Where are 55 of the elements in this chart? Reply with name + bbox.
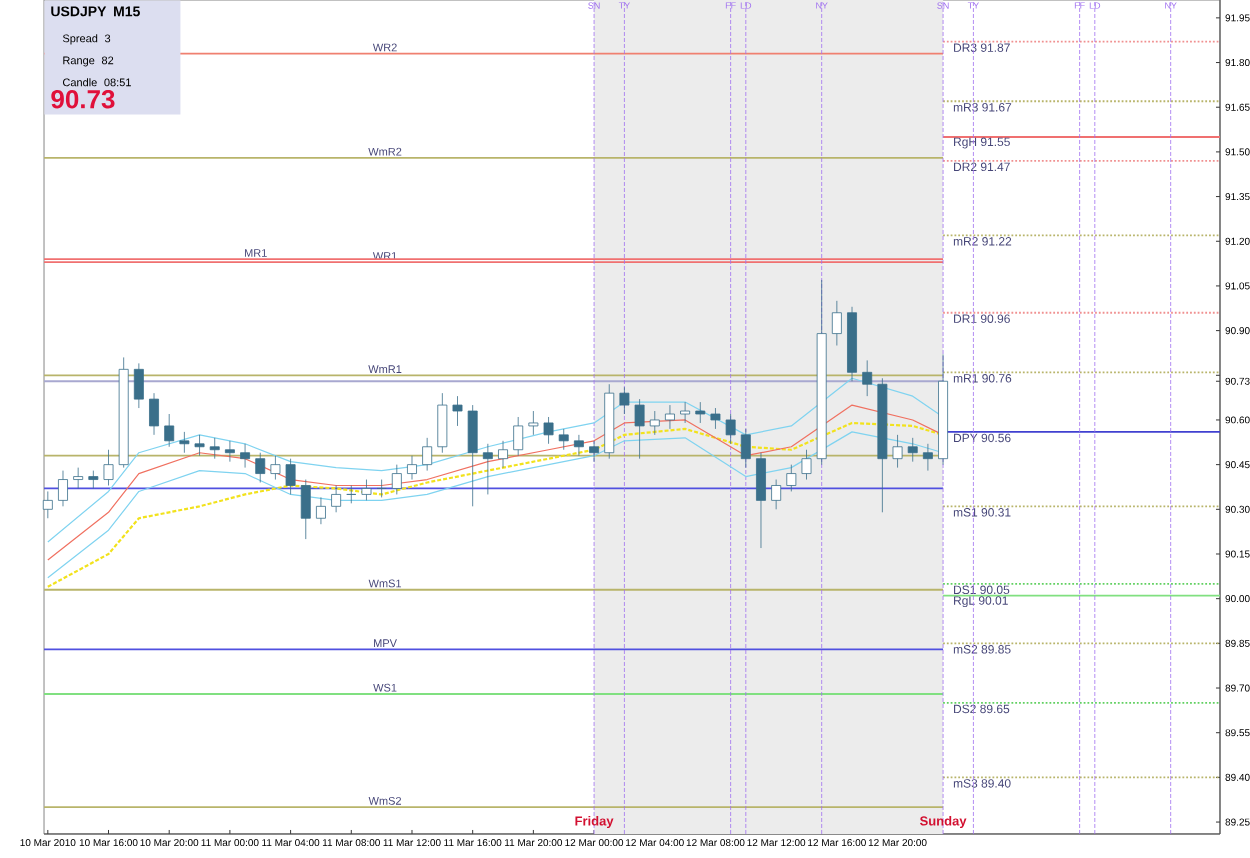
candlestick xyxy=(194,434,205,457)
candlestick xyxy=(209,437,220,460)
candlestick xyxy=(407,455,417,480)
candlestick xyxy=(513,416,524,457)
candlestick xyxy=(634,398,645,460)
candlestick xyxy=(73,467,84,489)
candlestick xyxy=(710,407,721,430)
candlestick xyxy=(695,401,706,424)
candlestick xyxy=(619,386,630,415)
candlestick xyxy=(240,443,251,469)
candlestick xyxy=(42,491,53,519)
candlestick xyxy=(467,404,478,507)
candlestick xyxy=(179,431,190,454)
candlestick xyxy=(892,434,903,469)
candlestick xyxy=(164,413,175,448)
annotation: 90.73 xyxy=(51,90,115,109)
candlestick xyxy=(922,443,933,471)
candlestick xyxy=(452,395,463,427)
candlestick xyxy=(285,458,296,495)
candlestick xyxy=(528,410,539,436)
candlestick xyxy=(376,479,387,498)
candlestick xyxy=(771,479,782,510)
candlestick xyxy=(756,452,766,549)
candlestick xyxy=(649,410,660,436)
candlestick xyxy=(133,362,144,409)
candlestick xyxy=(680,401,691,424)
candlestick xyxy=(422,437,433,471)
candlestick xyxy=(437,392,448,454)
candlestick xyxy=(331,485,342,513)
candlestick xyxy=(558,428,569,451)
candlestick xyxy=(361,479,372,501)
candlestick xyxy=(270,455,281,480)
candlestick xyxy=(801,449,812,480)
candlestick xyxy=(862,359,873,397)
candlestick xyxy=(391,464,402,495)
candlestick xyxy=(346,485,357,504)
candlestick xyxy=(664,404,675,430)
candlestick xyxy=(589,440,600,463)
candlestick xyxy=(740,428,751,469)
candlestick xyxy=(482,443,493,495)
candlestick xyxy=(88,470,99,489)
candlestick xyxy=(103,449,114,486)
candlestick xyxy=(149,392,159,436)
candlestick xyxy=(786,464,797,492)
candlestick xyxy=(573,434,584,457)
candlestick xyxy=(255,452,266,483)
candlestick xyxy=(58,470,68,507)
candlestick xyxy=(224,440,235,463)
candlestick xyxy=(498,440,508,469)
candlestick xyxy=(907,437,918,463)
candlestick xyxy=(543,416,554,445)
candlestick xyxy=(831,300,842,346)
candlestick xyxy=(725,413,736,445)
candlestick xyxy=(315,497,326,525)
candlestick xyxy=(300,479,311,540)
